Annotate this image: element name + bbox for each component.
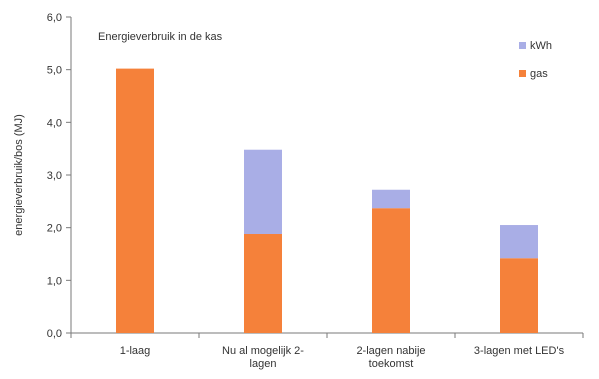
legend-label-kwh: kWh	[530, 40, 552, 52]
x-tick-label: lagen	[250, 358, 277, 370]
plot-area: 0,0 1,0 2,0 3,0 4,0 5,0 6,0 energieverbruik/bos…	[13, 12, 584, 370]
bar-gas-4	[500, 258, 538, 333]
bar-kwh-2	[244, 149, 282, 234]
x-tick-label: 3-lagen met LED's	[474, 345, 565, 357]
bar-gas-1	[116, 68, 154, 333]
x-tick-label: 1-laag	[120, 345, 151, 357]
y-tick-label: 1,0	[47, 275, 62, 287]
x-tick-label: toekomst	[369, 358, 414, 370]
legend-swatch-kwh	[519, 42, 526, 49]
y-axis-label: energieverbruik/bos (MJ)	[13, 114, 25, 236]
legend-swatch-gas	[519, 70, 526, 77]
y-tick-label: 4,0	[47, 117, 62, 129]
chart-title: Energieverbruik in de kas	[98, 31, 223, 43]
bar-kwh-3	[372, 189, 410, 209]
bar-gas-2	[244, 233, 282, 333]
y-tick-label: 0,0	[47, 328, 62, 340]
y-tick-label: 6,0	[47, 12, 62, 24]
y-tick-label: 5,0	[47, 65, 62, 77]
bar-gas-3	[372, 208, 410, 333]
x-tick-label: Nu al mogelijk 2-	[222, 345, 304, 357]
y-tick-label: 2,0	[47, 223, 62, 235]
bar-kwh-4	[500, 225, 538, 259]
y-tick-label: 3,0	[47, 170, 62, 182]
x-tick-label: 2-lagen nabije	[356, 345, 425, 357]
legend-label-gas: gas	[530, 68, 548, 80]
